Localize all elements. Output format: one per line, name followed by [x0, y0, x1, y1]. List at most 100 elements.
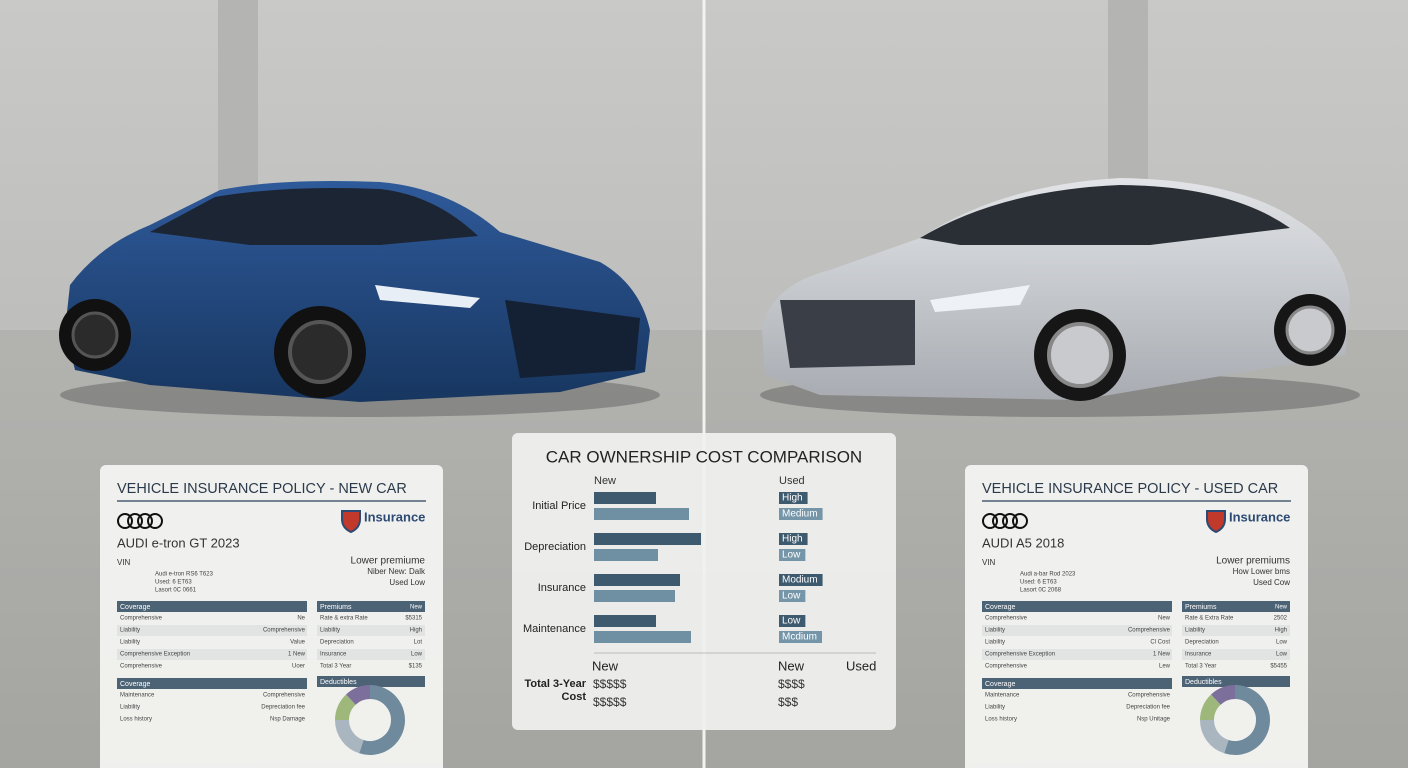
table-cell: Cl Cost [1150, 640, 1170, 646]
blue-car [59, 181, 660, 417]
used-badge [779, 590, 806, 602]
donut-segment [1200, 694, 1221, 721]
table-cell: Low [1276, 652, 1288, 658]
new-bar [594, 615, 656, 627]
policy-note: Used Cow [1253, 578, 1290, 587]
vin-detail: Used: 6 ET63 [155, 580, 192, 586]
table-cell: High [1275, 628, 1287, 634]
table-cell: Comprehensive [263, 693, 306, 699]
row-label: Depreciation [524, 541, 586, 553]
brand-name: Insurance [1229, 509, 1290, 524]
donut-segment [335, 719, 364, 754]
table-header-text: New [1275, 605, 1288, 611]
brand-ring [1012, 513, 1028, 529]
table-cell: Insurance [320, 652, 347, 658]
table-cell: Comprehensive Exception [985, 652, 1055, 658]
used-badge [779, 615, 806, 627]
used-badge [779, 533, 808, 545]
table-cell: 1 New [1153, 652, 1171, 658]
table-header [982, 601, 1172, 612]
table-cell: $5455 [1270, 664, 1287, 670]
table-cell: Comprehensive [120, 616, 163, 622]
table-cell: Value [290, 640, 306, 646]
row-label: Initial Price [532, 500, 586, 512]
total-header: New [592, 658, 619, 673]
rim [1285, 305, 1335, 355]
used-level: Low [782, 591, 801, 602]
table-cell: High [410, 628, 422, 634]
table-cell: 1 New [288, 652, 306, 658]
table-header-text: Coverage [985, 604, 1015, 611]
new-bar [594, 590, 675, 602]
rim [1047, 322, 1113, 388]
table-cell: Uoer [292, 664, 305, 670]
grille [780, 300, 915, 368]
used-level: High [782, 534, 803, 545]
table-cell: Liability [985, 640, 1005, 646]
table-cell: Nsp Unitage [1137, 717, 1171, 723]
table-header [1182, 676, 1290, 687]
donut-segment [1211, 685, 1236, 706]
column-header: Used [779, 475, 805, 487]
table-cell: Insurance [1185, 652, 1212, 658]
row-shade [117, 649, 307, 660]
table-header-text: Deductibles [1185, 679, 1222, 686]
new-bar [594, 574, 680, 586]
table-cell: Total 3 Year [320, 664, 351, 670]
table-cell: $135 [409, 664, 423, 670]
new-bar [594, 631, 691, 643]
table-cell: Nsp Damage [270, 717, 306, 723]
total-header: New [778, 658, 805, 673]
new-bar [594, 508, 689, 520]
used-level: Medium [782, 509, 818, 520]
rim [71, 311, 119, 359]
table-header-text: New [410, 605, 423, 611]
donut-segment [1200, 719, 1229, 754]
table-cell: Rate & Extra Rate [1185, 616, 1234, 622]
policy-note: Lower premiume [351, 556, 426, 567]
row-shade [117, 625, 307, 636]
total-value: $$$$$ [593, 677, 627, 691]
table-cell: Liability [120, 705, 140, 711]
total-value: $$$$$ [593, 695, 627, 709]
shield-icon [1206, 510, 1226, 534]
table-cell: Lew [1159, 664, 1171, 670]
table-cell: Rate & extra Rate [320, 616, 368, 622]
vin-detail: Used: 6 ET63 [1020, 580, 1057, 586]
table-cell: Comprehensive [1128, 628, 1171, 634]
column-header: New [594, 475, 616, 487]
table-cell: Depreciation [1185, 640, 1219, 646]
vin-label: VIN [982, 558, 996, 567]
table-header-text: Coverage [120, 604, 150, 611]
table-header [982, 678, 1172, 689]
table-cell: Liability [985, 628, 1005, 634]
row-label: Maintenance [523, 623, 586, 635]
table-cell: Comprehensive Exception [120, 652, 190, 658]
brand-ring [982, 513, 998, 529]
row-label: Insurance [538, 582, 586, 594]
table-cell: Maintenance [985, 693, 1020, 699]
panel-title: VEHICLE INSURANCE POLICY - USED CAR [982, 481, 1278, 497]
headlight [375, 285, 480, 308]
table-header [317, 601, 425, 612]
table-header [317, 676, 425, 687]
brand-ring [127, 513, 143, 529]
donut-segment [335, 694, 356, 721]
new-bar [594, 549, 658, 561]
table-cell: Comprehensive [985, 616, 1028, 622]
table-cell: Liability [120, 640, 140, 646]
table-cell: Liability [120, 628, 140, 634]
table-cell: Comprehensive [263, 628, 306, 634]
used-badge [779, 508, 823, 520]
vin-detail: Lasort 0C 0661 [155, 588, 197, 594]
table-header [117, 601, 307, 612]
table-header-text: Premiums [320, 604, 352, 611]
brand-ring [137, 513, 153, 529]
brand-ring [1002, 513, 1018, 529]
policy-panel: VEHICLE INSURANCE POLICY - NEW CAR Insura… [100, 465, 443, 768]
grille [505, 300, 640, 378]
used-badge [779, 549, 806, 561]
table-cell: 2502 [1274, 616, 1288, 622]
